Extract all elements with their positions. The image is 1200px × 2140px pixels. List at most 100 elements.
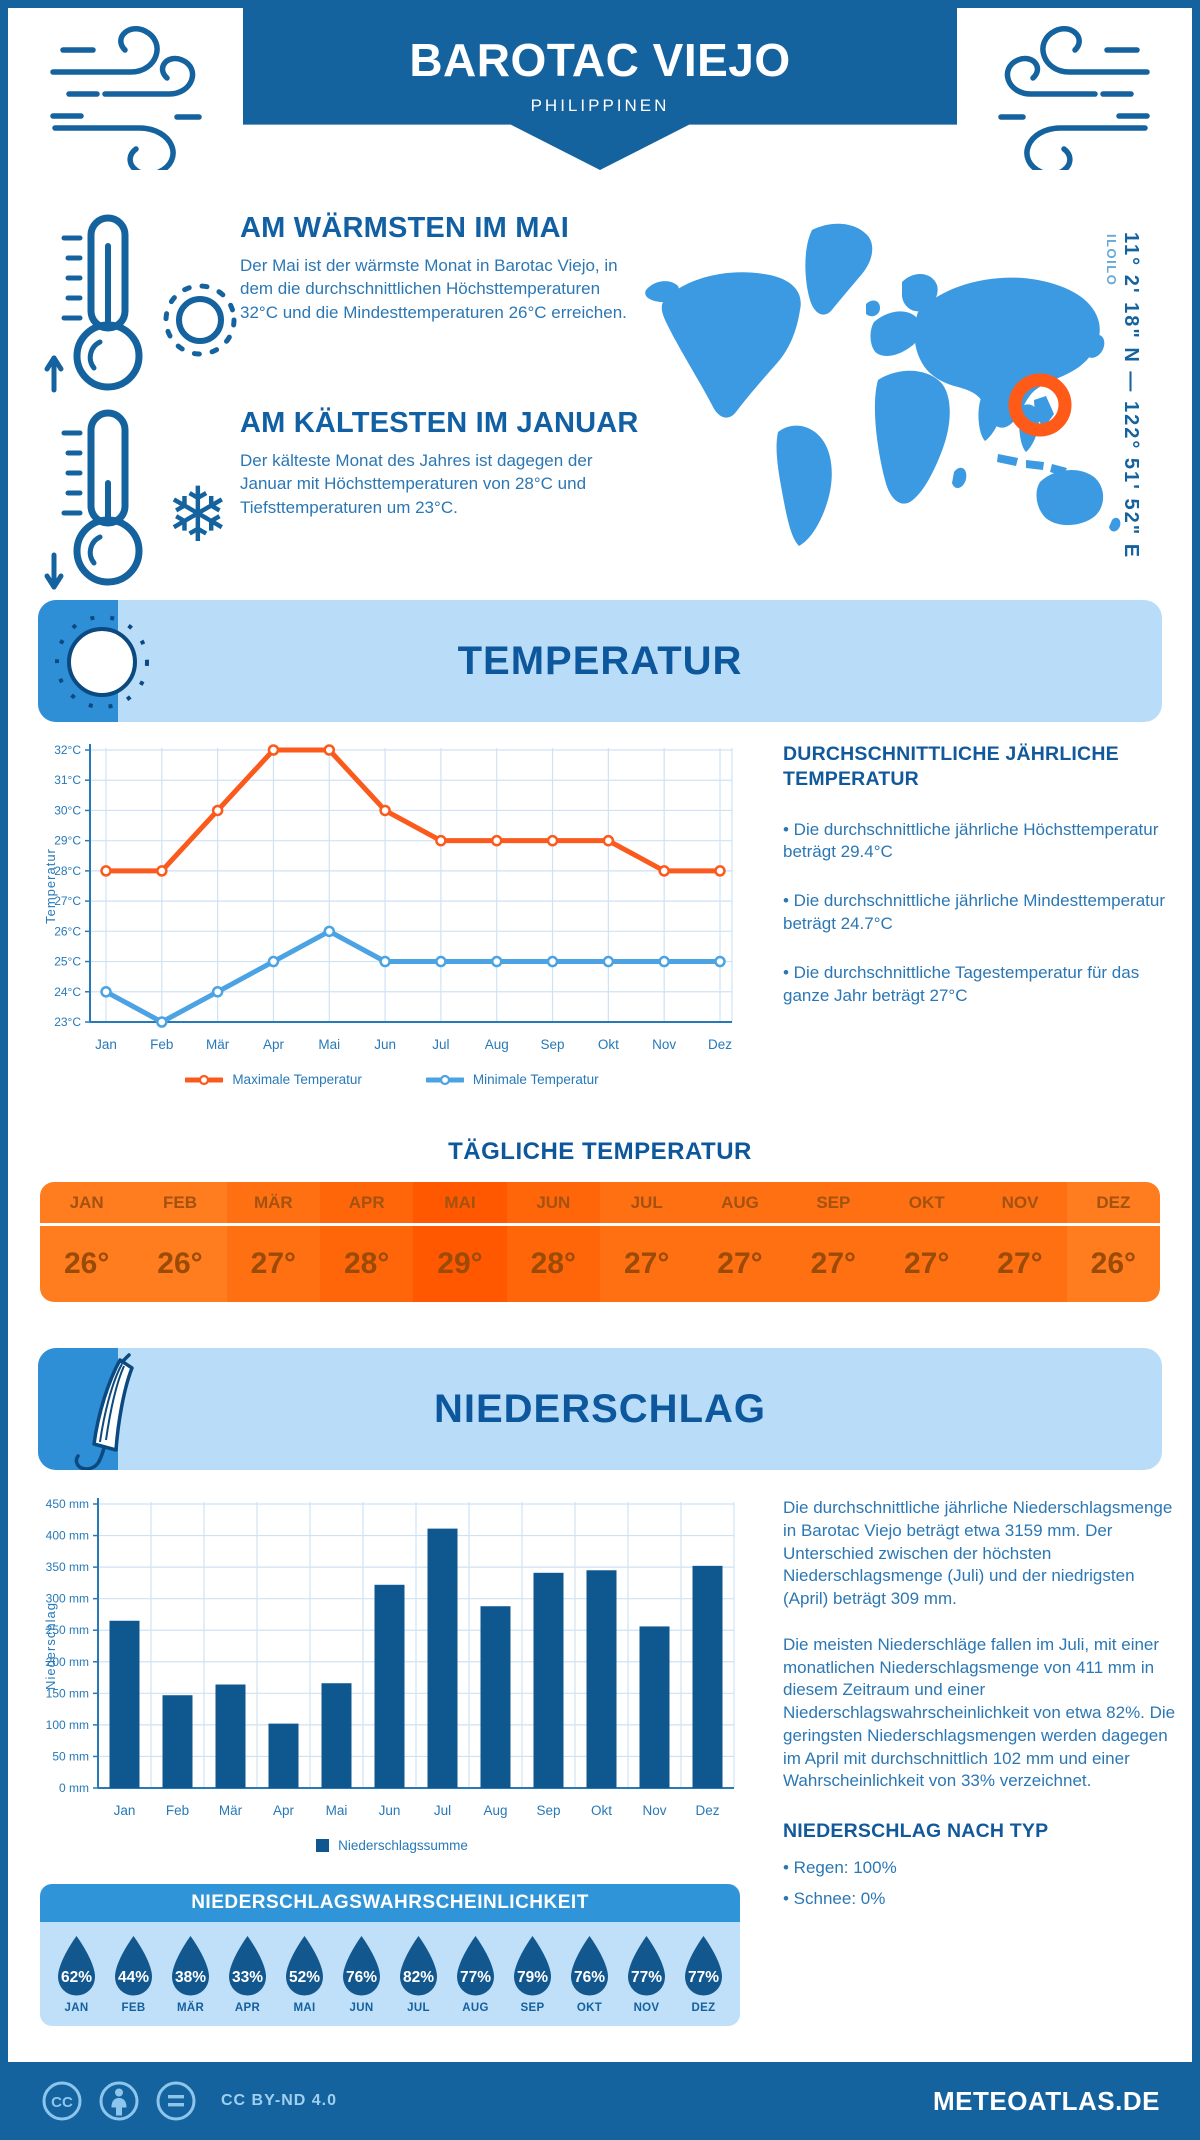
svg-text:77%: 77% xyxy=(631,1969,662,1986)
rain-share-bullet: • Regen: 100% xyxy=(783,1857,897,1877)
svg-text:Jan: Jan xyxy=(114,1803,136,1818)
coordinates-text: 11° 2' 18" N — 122° 51' 52" E xyxy=(1120,232,1142,560)
water-drop-icon: 77% xyxy=(628,1936,665,1996)
sun-icon xyxy=(163,283,237,357)
svg-text:Sep: Sep xyxy=(536,1803,560,1818)
coldest-text: Der kälteste Monat des Jahres ist dagege… xyxy=(240,451,593,517)
svg-text:Dez: Dez xyxy=(708,1037,732,1052)
daily-temp-value: 29° xyxy=(413,1226,507,1302)
world-map xyxy=(645,223,1121,546)
svg-text:27°C: 27°C xyxy=(54,894,81,908)
probability-drop: 33% APR xyxy=(220,1934,276,2014)
svg-text:Okt: Okt xyxy=(598,1037,619,1052)
svg-text:300 mm: 300 mm xyxy=(46,1592,89,1606)
water-drop-icon: 77% xyxy=(685,1936,722,1996)
svg-text:Jul: Jul xyxy=(432,1037,449,1052)
annual-temperature-heading: DURCHSCHNITTLICHE JÄHRLICHE TEMPERATUR xyxy=(783,743,1119,791)
svg-text:Jun: Jun xyxy=(379,1803,401,1818)
svg-text:Sep: Sep xyxy=(541,1037,565,1052)
drop-month-label: APR xyxy=(234,2002,261,2014)
svg-text:Niederschlag: Niederschlag xyxy=(43,1602,58,1690)
drop-month-label: DEZ xyxy=(691,2002,716,2014)
precipitation-banner-title: NIEDERSCHLAG xyxy=(433,1386,767,1431)
svg-text:Mai: Mai xyxy=(326,1803,348,1818)
svg-text:0 mm: 0 mm xyxy=(59,1781,89,1795)
svg-text:77%: 77% xyxy=(688,1969,719,1986)
daily-temp-month: AUG xyxy=(693,1182,787,1226)
probability-drop: 76% JUN xyxy=(334,1934,390,2014)
coldest-title: AM KÄLTESTEN IM JANUAR xyxy=(240,407,639,439)
svg-text:29°C: 29°C xyxy=(54,834,81,848)
svg-text:Mär: Mär xyxy=(206,1037,230,1052)
daily-temp-month: MÄR xyxy=(226,1182,320,1226)
svg-text:Mär: Mär xyxy=(219,1803,243,1818)
wind-icon-right xyxy=(998,26,1150,170)
thermometer-hot-icon xyxy=(44,214,237,393)
drop-month-label: JAN xyxy=(64,2002,89,2014)
precipitation-probability-box: NIEDERSCHLAGSWAHRSCHEINLICHKEIT 62% JAN 44… xyxy=(40,1884,740,2026)
drop-month-label: JUN xyxy=(349,2002,374,2014)
precipitation-text-panel: Die durchschnittliche jährliche Niedersc… xyxy=(783,1497,1181,1911)
drop-month-label: SEP xyxy=(520,2002,545,2014)
probability-drop: 77% NOV xyxy=(619,1934,675,2014)
water-drop-icon: 38% xyxy=(172,1936,209,1996)
probability-drops-row: 62% JAN 44% FEB 38% MÄR 33% APR 52% MAI 76% JUN 82% J… xyxy=(40,1922,740,2026)
daily-temp-month: MAI xyxy=(413,1182,507,1226)
svg-text:Jun: Jun xyxy=(374,1037,396,1052)
svg-text:26°C: 26°C xyxy=(54,924,81,938)
daily-temp-month: JUN xyxy=(506,1182,600,1226)
svg-text:Feb: Feb xyxy=(166,1803,189,1818)
svg-text:62%: 62% xyxy=(61,1969,92,1986)
probability-drop: 44% FEB xyxy=(106,1934,162,2014)
svg-text:Jul: Jul xyxy=(434,1803,451,1818)
footer: CC CC BY-ND 4.0 METEOATLAS.DE xyxy=(0,2062,1200,2140)
thermometer-cold-icon: ❄ xyxy=(44,409,230,590)
svg-text:Nov: Nov xyxy=(642,1803,666,1818)
svg-text:Apr: Apr xyxy=(273,1803,295,1818)
warmest-title: AM WÄRMSTEN IM MAI xyxy=(240,212,570,244)
wind-icon-left xyxy=(50,26,202,170)
daily-temp-value: 27° xyxy=(880,1226,974,1302)
svg-text:28°C: 28°C xyxy=(54,864,81,878)
svg-text:31°C: 31°C xyxy=(54,773,81,787)
daily-temp-value: 26° xyxy=(40,1226,134,1302)
annual-max-bullet: • Die durchschnittliche jährliche Höchst… xyxy=(783,819,1159,862)
water-drop-icon: 79% xyxy=(514,1936,551,1996)
svg-text:44%: 44% xyxy=(118,1969,149,1986)
cc-nd-icon xyxy=(156,2081,196,2121)
svg-text:82%: 82% xyxy=(403,1969,434,1986)
svg-text:100 mm: 100 mm xyxy=(46,1718,89,1732)
daily-temp-value: 27° xyxy=(600,1226,694,1302)
svg-text:Okt: Okt xyxy=(591,1803,612,1818)
brand-label: METEOATLAS.DE xyxy=(932,2085,1160,2116)
svg-text:33%: 33% xyxy=(232,1969,263,1986)
daily-temp-month: DEZ xyxy=(1066,1182,1160,1226)
drop-month-label: MÄR xyxy=(176,2002,205,2014)
daily-temp-value: 26° xyxy=(1066,1226,1160,1302)
svg-text:150 mm: 150 mm xyxy=(46,1686,89,1700)
drop-month-label: NOV xyxy=(633,2002,660,2014)
svg-text:30°C: 30°C xyxy=(54,803,81,817)
page-subtitle: PHILIPPINEN xyxy=(530,96,670,115)
svg-text:Dez: Dez xyxy=(695,1803,719,1818)
precipitation-probability-heading: NIEDERSCHLAGSWAHRSCHEINLICHKEIT xyxy=(40,1884,740,1922)
probability-drop: 79% SEP xyxy=(505,1934,561,2014)
warmest-text: Der Mai ist der wärmste Monat in Barotac… xyxy=(240,256,627,322)
probability-drop: 77% DEZ xyxy=(676,1934,732,2014)
water-drop-icon: 62% xyxy=(58,1936,95,1996)
precipitation-chart-legend: Niederschlagssumme xyxy=(42,1838,742,1853)
daily-temp-month: NOV xyxy=(973,1182,1067,1226)
svg-text:Temperatur: Temperatur xyxy=(43,848,58,924)
daily-temp-value: 28° xyxy=(320,1226,414,1302)
svg-text:Aug: Aug xyxy=(485,1037,509,1052)
daily-temp-value: 27° xyxy=(973,1226,1067,1302)
drop-month-label: OKT xyxy=(576,2002,603,2014)
daily-temp-value: 27° xyxy=(693,1226,787,1302)
svg-text:76%: 76% xyxy=(346,1969,377,1986)
temperature-chart-legend: Maximale Temperatur Minimale Temperatur xyxy=(42,1072,742,1087)
daily-temp-month: FEB xyxy=(133,1182,227,1226)
license-group: CC CC BY-ND 4.0 xyxy=(40,2079,337,2123)
probability-drop: 62% JAN xyxy=(49,1934,105,2014)
water-drop-icon: 33% xyxy=(229,1936,266,1996)
precipitation-type-heading: NIEDERSCHLAG NACH TYP xyxy=(783,1820,1049,1843)
